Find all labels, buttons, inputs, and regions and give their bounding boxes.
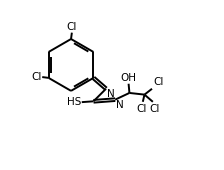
Text: Cl: Cl (149, 104, 160, 114)
Text: Cl: Cl (67, 22, 77, 32)
Text: OH: OH (121, 73, 137, 83)
Text: Cl: Cl (32, 72, 42, 82)
Text: N: N (116, 100, 123, 110)
Text: HS: HS (67, 97, 81, 107)
Text: N: N (107, 89, 114, 99)
Text: Cl: Cl (154, 77, 164, 87)
Text: Cl: Cl (136, 104, 146, 114)
